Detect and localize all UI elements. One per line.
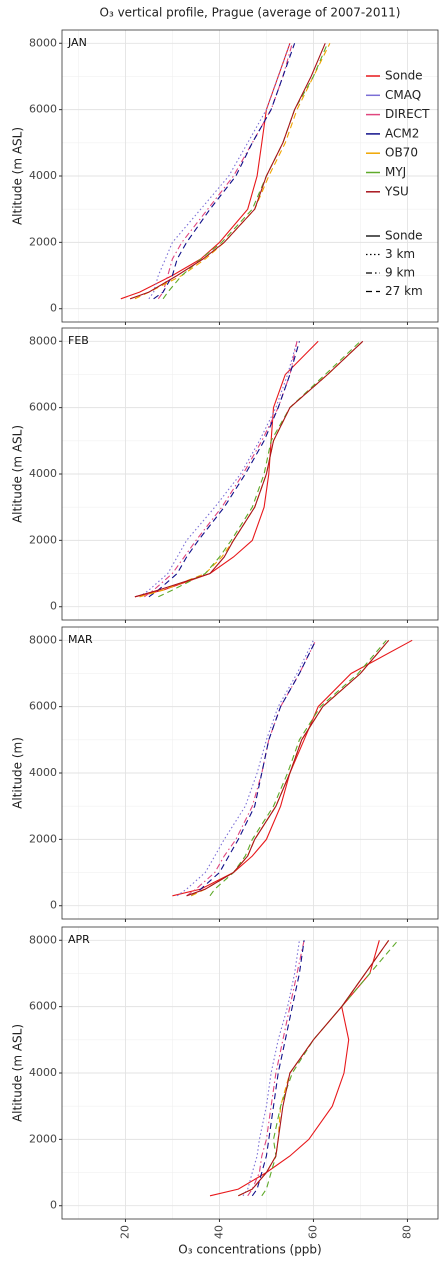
profile-line: [162, 43, 329, 300]
y-tick-label: 0: [50, 1199, 57, 1212]
profile-line: [209, 639, 387, 897]
panel-border: [61, 327, 439, 621]
y-tick-label: 0: [50, 899, 57, 912]
profile-line: [139, 341, 298, 598]
legend-label: OB70: [385, 146, 418, 160]
legend-label: CMAQ: [385, 88, 421, 102]
x-tick-label: 60: [306, 1225, 319, 1239]
legend-label: ACM2: [385, 126, 419, 140]
profile-line: [153, 43, 296, 300]
legend-label: Sonde: [385, 69, 423, 83]
profile-line: [172, 639, 413, 897]
profile-line: [251, 940, 305, 1197]
panel-border: [61, 29, 439, 323]
legend-label: 9 km: [385, 266, 415, 280]
y-tick-label: 0: [50, 302, 57, 315]
panel-label: FEB: [68, 334, 89, 347]
y-tick-label: 8000: [29, 36, 57, 49]
y-tick-label: 2000: [29, 533, 57, 546]
profile-line: [157, 43, 293, 300]
profile-line: [148, 341, 300, 598]
legend-label: MYJ: [385, 165, 406, 179]
y-tick-label: 4000: [29, 766, 57, 779]
profile-line: [186, 640, 317, 897]
profile-line: [247, 940, 305, 1197]
y-tick-label: 8000: [29, 933, 57, 946]
y-axis-label: Altitude (m ASL): [11, 1024, 25, 1122]
legend-label: DIRECT: [385, 107, 430, 121]
y-tick-label: 6000: [29, 700, 57, 713]
y-axis-label: Altitude (m ASL): [11, 127, 25, 225]
profile-line: [134, 340, 364, 598]
profile-line: [129, 43, 326, 300]
profile-line: [190, 640, 317, 897]
profile-line: [261, 939, 399, 1197]
y-tick-label: 2000: [29, 832, 57, 845]
x-tick-label: 20: [118, 1225, 131, 1239]
legend-label: 3 km: [385, 247, 415, 261]
y-tick-label: 6000: [29, 103, 57, 116]
panel-label: APR: [68, 933, 90, 946]
panel-label: MAR: [68, 633, 93, 646]
y-tick-label: 2000: [29, 235, 57, 248]
profile-line: [242, 940, 300, 1197]
panel-label: JAN: [67, 36, 87, 49]
profile-line: [176, 640, 314, 897]
y-tick-label: 8000: [29, 334, 57, 347]
x-tick-label: 40: [212, 1225, 225, 1239]
y-tick-label: 6000: [29, 1000, 57, 1013]
panel-border: [61, 926, 439, 1220]
y-tick-label: 8000: [29, 633, 57, 646]
y-tick-label: 4000: [29, 169, 57, 182]
profile-line: [238, 939, 390, 1197]
chart-title: O₃ vertical profile, Prague (average of …: [100, 6, 401, 20]
y-tick-label: 6000: [29, 401, 57, 414]
x-axis-label: O₃ concentrations (ppb): [178, 1243, 321, 1257]
legend-label: Sonde: [385, 229, 423, 243]
y-tick-label: 4000: [29, 1066, 57, 1079]
y-tick-label: 0: [50, 600, 57, 613]
legend-label: 27 km: [385, 284, 423, 298]
y-tick-label: 4000: [29, 467, 57, 480]
x-tick-label: 80: [400, 1225, 413, 1239]
profile-line: [148, 43, 291, 300]
profile-line: [186, 639, 390, 897]
y-tick-label: 2000: [29, 1132, 57, 1145]
panel-border: [61, 626, 439, 920]
y-axis-label: Altitude (m ASL): [11, 425, 25, 523]
y-axis-label: Altitude (m): [11, 737, 25, 809]
legend-label: YSU: [384, 184, 409, 198]
